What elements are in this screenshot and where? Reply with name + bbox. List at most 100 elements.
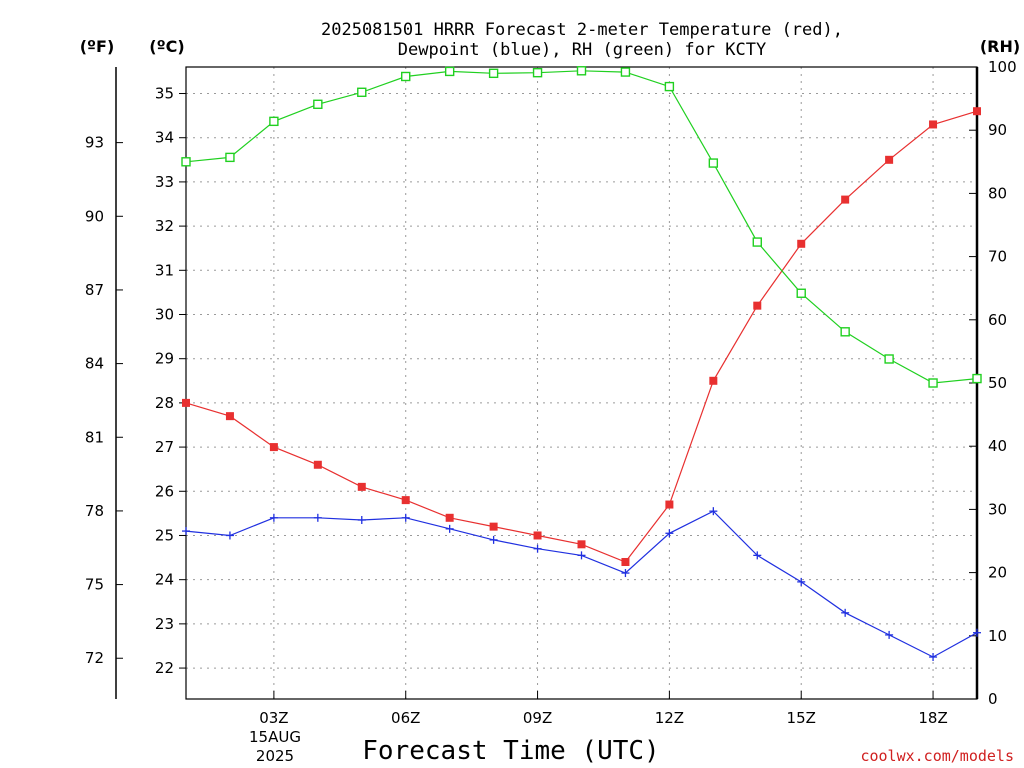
dewpoint-point xyxy=(621,569,630,578)
dewpoint-point xyxy=(885,630,894,639)
temperature-point xyxy=(269,443,278,452)
rh-point xyxy=(928,378,938,388)
celsius-tick-label: 27 xyxy=(155,438,174,456)
credit-text: coolwx.com/models xyxy=(860,747,1014,765)
dewpoint-point xyxy=(797,577,806,586)
rh-unit-label: (RH) xyxy=(980,37,1020,56)
dewpoint-point xyxy=(533,544,542,553)
rh-tick-label: 90 xyxy=(988,121,1007,139)
rh-point xyxy=(840,327,850,337)
temperature-point xyxy=(973,107,981,116)
rh-point xyxy=(444,66,455,77)
date-label-year: 2025 xyxy=(256,747,294,765)
dewpoint-point xyxy=(225,531,234,540)
temperature-point xyxy=(753,301,762,310)
rh-point xyxy=(708,158,719,168)
dewpoint-point xyxy=(841,608,850,617)
chart-title-line1: 2025081501 HRRR Forecast 2-meter Tempera… xyxy=(321,20,843,40)
celsius-tick-label: 30 xyxy=(155,305,174,323)
rh-point xyxy=(401,71,411,82)
celsius-axis-ticks: 22 23 24 25 26 27 28 29 30 31 32 33 34 35 xyxy=(155,85,186,677)
fahrenheit-axis-ticks: 72 75 78 81 84 87 90 93 xyxy=(85,134,123,667)
fahrenheit-tick-label: 75 xyxy=(85,576,104,594)
rh-line xyxy=(185,70,978,384)
rh-series xyxy=(181,66,982,388)
rh-tick-label: 30 xyxy=(988,500,1007,518)
fahrenheit-tick-label: 84 xyxy=(85,355,104,373)
date-label-day: 15AUG xyxy=(249,728,301,746)
rh-point xyxy=(664,81,675,92)
dewpoint-line xyxy=(185,510,978,658)
x-axis-ticks: 03Z 06Z 09Z 12Z 15Z 18Z xyxy=(259,691,948,727)
rh-point xyxy=(752,237,762,247)
celsius-tick-label: 22 xyxy=(155,659,174,677)
celsius-tick-label: 33 xyxy=(155,173,174,191)
temperature-point xyxy=(182,398,190,407)
rh-point xyxy=(313,99,323,109)
celsius-tick-label: 28 xyxy=(155,394,174,412)
dewpoint-series xyxy=(182,507,981,662)
temperature-point xyxy=(401,496,410,505)
series-layer xyxy=(181,66,982,662)
rh-point xyxy=(357,87,367,97)
celsius-tick-label: 32 xyxy=(155,217,174,235)
temperature-point xyxy=(841,195,850,204)
grid-lines xyxy=(186,67,977,699)
dewpoint-point xyxy=(182,527,190,536)
fahrenheit-tick-label: 90 xyxy=(85,207,104,225)
celsius-tick-label: 23 xyxy=(155,615,174,633)
fahrenheit-tick-label: 93 xyxy=(85,134,104,152)
rh-tick-label: 70 xyxy=(988,248,1007,266)
temperature-series xyxy=(182,107,981,566)
rh-point xyxy=(532,67,543,78)
rh-tick-label: 80 xyxy=(988,184,1007,202)
celsius-tick-label: 26 xyxy=(155,482,174,500)
fahrenheit-tick-label: 81 xyxy=(85,428,104,446)
temperature-point xyxy=(797,239,806,248)
rh-point xyxy=(884,354,894,364)
fahrenheit-tick-label: 72 xyxy=(85,649,104,667)
dewpoint-point xyxy=(577,551,586,560)
dewpoint-point xyxy=(445,524,454,533)
temperature-point xyxy=(665,500,674,509)
celsius-tick-label: 24 xyxy=(155,571,174,589)
fahrenheit-tick-label: 87 xyxy=(85,281,104,299)
rh-point xyxy=(269,116,279,127)
temperature-point xyxy=(929,120,938,129)
temperature-point xyxy=(357,482,366,491)
rh-tick-label: 40 xyxy=(988,437,1007,455)
dewpoint-point xyxy=(973,628,981,637)
celsius-tick-label: 35 xyxy=(155,85,174,103)
dewpoint-point xyxy=(313,513,322,522)
temperature-point xyxy=(445,513,454,522)
rh-point xyxy=(488,68,499,79)
celsius-tick-label: 34 xyxy=(155,129,174,147)
temperature-point xyxy=(489,522,498,531)
dewpoint-point xyxy=(357,516,366,525)
chart-title-line2: Dewpoint (blue), RH (green) for KCTY xyxy=(398,40,766,60)
x-tick-label: 06Z xyxy=(391,709,420,727)
dewpoint-point xyxy=(665,529,674,538)
x-tick-label: 18Z xyxy=(918,709,947,727)
x-tick-label: 15Z xyxy=(787,709,816,727)
celsius-unit-label: (ºC) xyxy=(149,37,184,56)
rh-point xyxy=(620,67,631,77)
temperature-point xyxy=(621,557,630,566)
rh-point xyxy=(972,373,982,384)
x-axis-label: Forecast Time (UTC) xyxy=(362,736,659,766)
celsius-tick-label: 25 xyxy=(155,526,174,544)
rh-point xyxy=(181,157,191,167)
dewpoint-point xyxy=(269,513,278,522)
plot-frame xyxy=(185,66,978,700)
temperature-point xyxy=(885,155,894,164)
rh-axis-ticks: 0 10 20 30 40 50 60 70 80 90 100 xyxy=(969,58,1017,708)
temperature-point xyxy=(533,531,542,540)
x-tick-label: 03Z xyxy=(259,709,288,727)
celsius-tick-label: 29 xyxy=(155,350,174,368)
temperature-point xyxy=(577,540,586,549)
temperature-line xyxy=(185,110,978,563)
temperature-point xyxy=(225,412,234,421)
rh-tick-label: 0 xyxy=(988,690,998,708)
temperature-point xyxy=(709,376,718,385)
